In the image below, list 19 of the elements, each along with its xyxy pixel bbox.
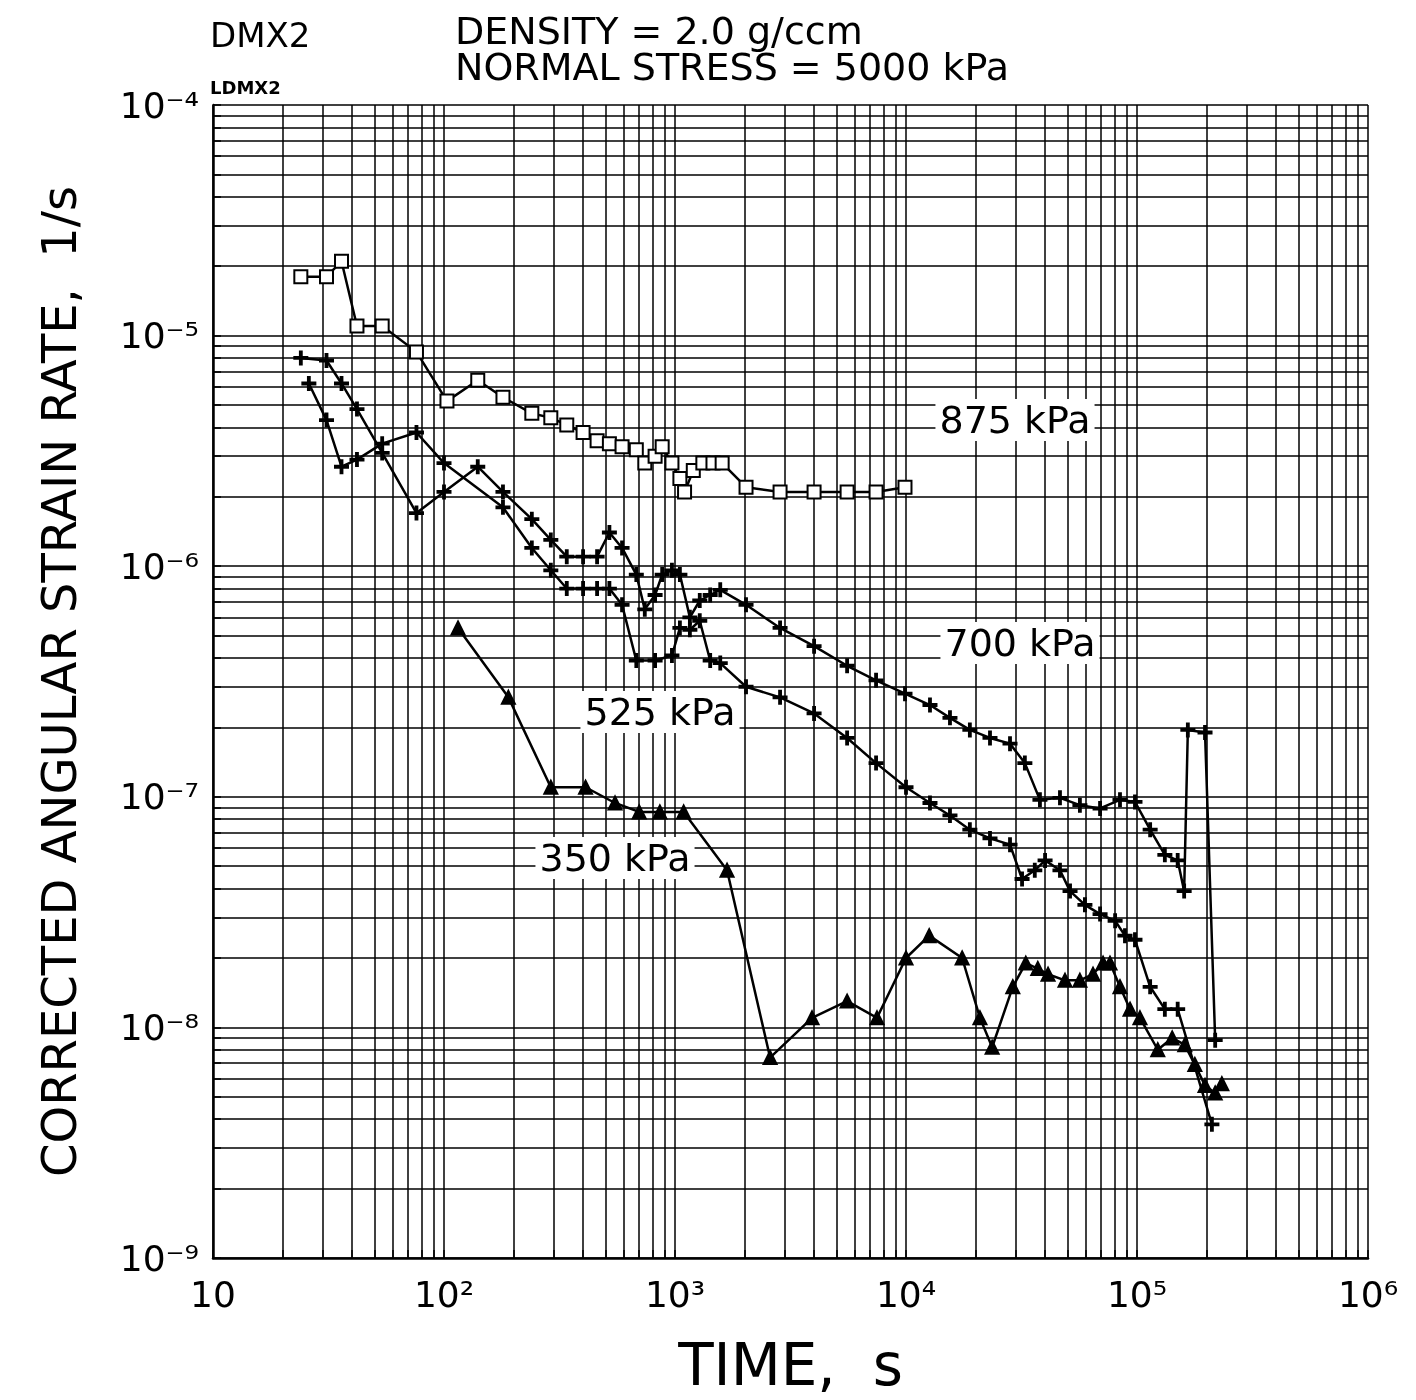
y-axis-title: CORRECTED ANGULAR STRAIN RATE, 1/s (31, 185, 87, 1178)
text: LDMX2 (210, 76, 281, 98)
y-tick-label: 10⁻⁵ (119, 315, 199, 357)
series-label: 525 kPa (584, 690, 736, 734)
y-tick-label: 10⁻⁸ (119, 1006, 199, 1048)
series-label: 350 kPa (539, 836, 691, 880)
x-tick-label: 10² (413, 1273, 475, 1315)
x-axis-title: TIME, s (677, 1331, 903, 1399)
series-label: 700 kPa (944, 621, 1096, 665)
y-tick-label: 10⁻⁴ (119, 84, 199, 126)
y-tick-label: 10⁻⁶ (119, 545, 199, 587)
x-tick-label: 10⁶ (1337, 1273, 1399, 1315)
series-label: 875 kPa (939, 398, 1091, 442)
y-tick-label: 10⁻⁷ (119, 776, 199, 818)
x-tick-label: 10⁴ (875, 1273, 937, 1315)
x-tick-label: 10³ (644, 1273, 706, 1315)
x-tick-label: 10⁵ (1106, 1273, 1168, 1315)
chart-title: DENSITY = 2.0 g/ccm NORMAL STRESS = 5000 kPa (455, 9, 1010, 89)
text: DMX2 (210, 15, 311, 55)
